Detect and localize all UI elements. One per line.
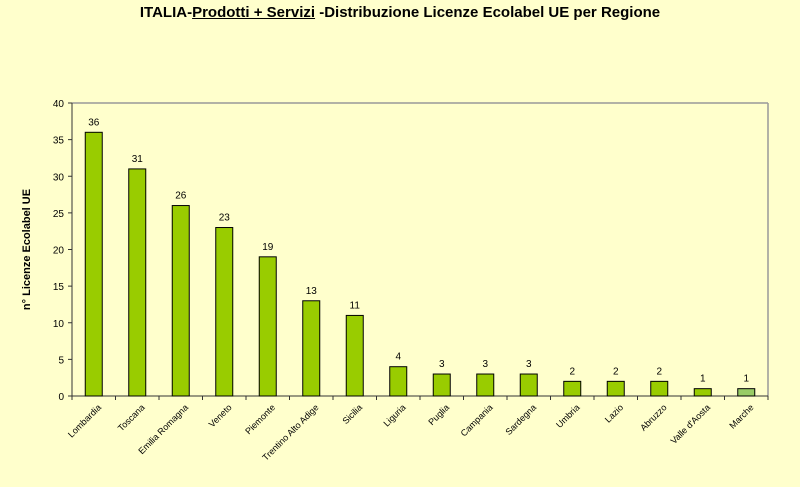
bar xyxy=(693,388,712,397)
x-tick-label: Toscana xyxy=(116,402,147,433)
title-underlined-part: Prodotti + Servizi xyxy=(192,4,316,21)
x-tick-label: Campania xyxy=(459,402,495,438)
y-tick-label: 10 xyxy=(53,319,65,330)
bar xyxy=(737,388,756,397)
bar xyxy=(432,373,451,397)
y-axis-label: n° Licenze Ecolabel UE xyxy=(21,189,33,310)
x-tick-label: Marche xyxy=(727,402,755,430)
data-label: 2 xyxy=(569,366,575,377)
x-tick-label: Veneto xyxy=(207,402,234,429)
y-tick-label: 0 xyxy=(58,392,64,403)
x-tick-label: Sicilia xyxy=(340,402,364,426)
data-label: 2 xyxy=(613,366,619,377)
data-label: 31 xyxy=(132,154,144,165)
bar xyxy=(519,373,538,397)
bar xyxy=(84,131,103,397)
x-tick-label: Valle d'Aosta xyxy=(669,402,713,446)
y-tick-label: 20 xyxy=(53,246,65,257)
y-tick-label: 5 xyxy=(58,355,64,366)
data-label: 3 xyxy=(439,359,445,370)
x-tick-label: Piemonte xyxy=(243,402,277,436)
data-label: 3 xyxy=(526,359,532,370)
chart-title: ITALIA-Prodotti + Servizi -Distribuzione… xyxy=(0,4,800,21)
y-tick-label: 15 xyxy=(53,282,65,293)
data-label: 4 xyxy=(395,352,401,363)
data-label: 1 xyxy=(700,374,706,385)
x-tick-label: Sardegna xyxy=(503,402,538,437)
bar xyxy=(650,380,669,397)
data-label: 13 xyxy=(306,286,318,297)
bar xyxy=(606,380,625,397)
title-part: -Distribuzione Licenze Ecolabel UE per R… xyxy=(315,4,661,21)
bar xyxy=(389,366,408,397)
bar xyxy=(128,168,147,397)
bar xyxy=(345,314,364,397)
data-label: 11 xyxy=(350,300,361,311)
y-tick-label: 25 xyxy=(53,209,65,220)
bar xyxy=(258,256,277,397)
bar xyxy=(476,373,495,397)
data-label: 2 xyxy=(656,366,662,377)
y-tick-label: 35 xyxy=(53,136,65,147)
bar xyxy=(302,300,321,397)
data-label: 23 xyxy=(219,213,231,224)
y-tick-label: 30 xyxy=(53,172,65,183)
x-tick-label: Umbria xyxy=(554,402,582,430)
data-label: 3 xyxy=(482,359,488,370)
data-label: 19 xyxy=(262,242,274,253)
data-label: 36 xyxy=(88,117,100,128)
x-tick-label: Lazio xyxy=(603,402,625,424)
bar xyxy=(215,227,234,397)
x-tick-label: Lombardia xyxy=(66,402,103,439)
data-label: 1 xyxy=(743,374,749,385)
data-label: 26 xyxy=(175,191,187,202)
y-tick-label: 40 xyxy=(53,99,65,110)
bar xyxy=(563,380,582,397)
bar xyxy=(171,205,190,397)
title-part: ITALIA- xyxy=(139,4,193,21)
x-tick-label: Abruzzo xyxy=(638,402,668,432)
x-tick-label: Liguria xyxy=(381,402,407,428)
x-tick-label: Puglia xyxy=(426,402,451,427)
